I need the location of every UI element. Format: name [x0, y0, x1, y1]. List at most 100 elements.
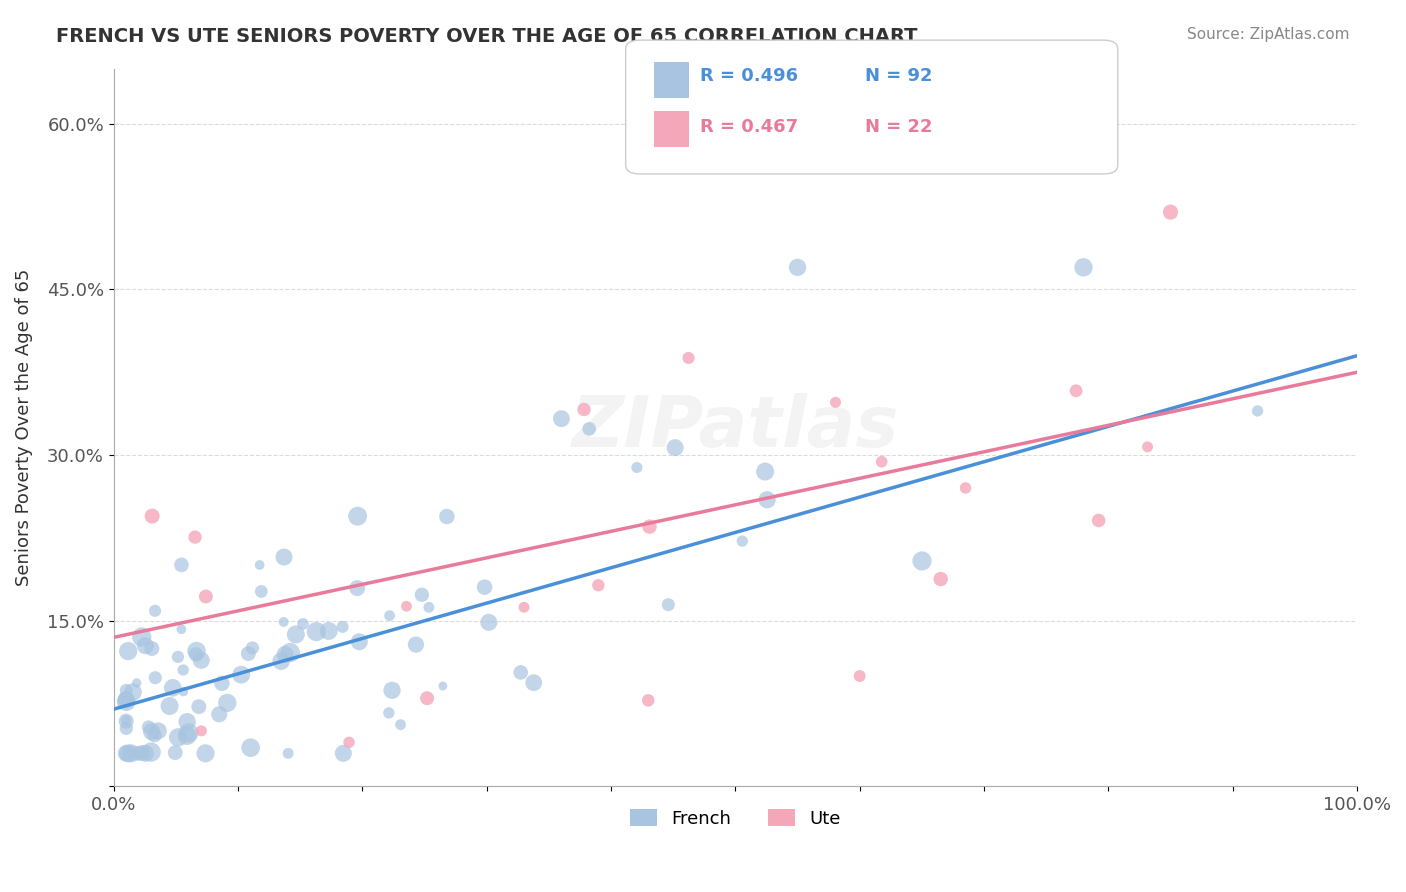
Point: [177, 726, 200, 740]
Point: [572, 402, 595, 417]
Point: [478, 615, 501, 630]
Point: [1087, 513, 1109, 527]
Point: [432, 679, 454, 693]
Point: [346, 581, 368, 595]
Point: [141, 724, 163, 739]
Point: [117, 747, 139, 761]
Point: [389, 717, 412, 731]
Point: [416, 691, 439, 706]
Point: [305, 624, 328, 639]
Point: [115, 721, 138, 735]
Point: [159, 699, 181, 714]
Point: [332, 747, 354, 761]
Point: [141, 641, 163, 656]
Text: R = 0.496: R = 0.496: [700, 67, 799, 85]
Y-axis label: Seniors Poverty Over the Age of 65: Seniors Poverty Over the Age of 65: [15, 268, 32, 586]
Point: [190, 723, 212, 738]
Point: [588, 578, 610, 592]
Point: [395, 599, 418, 614]
Point: [664, 441, 686, 455]
Point: [870, 455, 893, 469]
Point: [786, 260, 808, 275]
Point: [1246, 404, 1268, 418]
Point: [167, 731, 190, 745]
Point: [190, 653, 212, 667]
Point: [250, 584, 273, 599]
Point: [318, 624, 340, 638]
Point: [115, 693, 138, 707]
Point: [117, 644, 139, 658]
Point: [125, 676, 148, 690]
Point: [134, 747, 156, 761]
Point: [184, 530, 207, 544]
Point: [172, 663, 194, 677]
Point: [824, 395, 846, 409]
Point: [474, 580, 496, 594]
Point: [143, 604, 166, 618]
Point: [217, 696, 239, 710]
Point: [1073, 260, 1095, 275]
Text: R = 0.467: R = 0.467: [700, 118, 799, 136]
Point: [239, 740, 262, 755]
Point: [436, 509, 458, 524]
Point: [381, 683, 404, 698]
Point: [167, 649, 190, 664]
Point: [127, 747, 149, 761]
Point: [143, 728, 166, 742]
Point: [115, 714, 138, 728]
Point: [115, 747, 138, 761]
Point: [186, 644, 208, 658]
Point: [626, 460, 648, 475]
Point: [848, 669, 870, 683]
Point: [187, 699, 209, 714]
Text: ZIPatlas: ZIPatlas: [572, 393, 898, 462]
Point: [678, 351, 700, 365]
Point: [332, 620, 354, 634]
Point: [141, 745, 163, 759]
Point: [122, 685, 145, 699]
Point: [911, 554, 934, 568]
Point: [134, 639, 156, 653]
Point: [194, 747, 217, 761]
Point: [418, 600, 440, 615]
Point: [731, 534, 754, 549]
Point: [141, 509, 163, 524]
Text: N = 92: N = 92: [865, 67, 932, 85]
Point: [378, 608, 401, 623]
Point: [1064, 384, 1087, 398]
Point: [638, 519, 661, 533]
Text: N = 22: N = 22: [865, 118, 932, 136]
Point: [115, 692, 138, 706]
Point: [346, 509, 368, 524]
Point: [176, 729, 198, 743]
Point: [637, 693, 659, 707]
Point: [292, 616, 315, 631]
Point: [138, 720, 160, 734]
Point: [143, 671, 166, 685]
Point: [1136, 440, 1159, 454]
Point: [578, 422, 600, 436]
Text: Source: ZipAtlas.com: Source: ZipAtlas.com: [1187, 27, 1350, 42]
Point: [405, 638, 427, 652]
Point: [162, 681, 184, 695]
Point: [337, 735, 360, 749]
Point: [929, 572, 952, 586]
Legend: French, Ute: French, Ute: [623, 802, 848, 835]
Point: [231, 667, 253, 681]
Point: [249, 558, 271, 572]
Point: [273, 615, 295, 629]
Point: [550, 411, 572, 425]
Point: [184, 648, 207, 662]
Point: [131, 746, 153, 760]
Point: [148, 723, 170, 738]
Point: [378, 706, 401, 720]
Point: [115, 713, 138, 727]
Point: [754, 465, 776, 479]
Point: [273, 550, 295, 565]
Point: [411, 588, 433, 602]
Point: [115, 695, 138, 709]
Point: [274, 648, 297, 662]
Point: [513, 600, 536, 615]
Point: [165, 746, 187, 760]
Point: [657, 598, 679, 612]
